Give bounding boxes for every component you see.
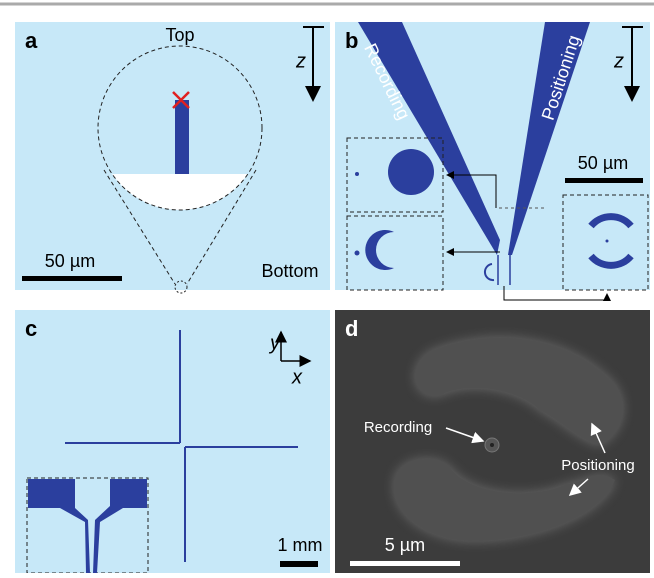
axis-label: z [295, 50, 306, 72]
panel-label: b [345, 28, 358, 53]
top-label: Top [165, 25, 194, 45]
figure: a Top Bottom z 50 µm Recording Positioni… [0, 0, 654, 573]
scale-label: 50 µm [45, 251, 95, 271]
panel-d: d Recording Positioning 5 µm [335, 310, 650, 573]
axis-label: y [268, 332, 281, 354]
scale-label: 5 µm [385, 535, 425, 555]
page: a Top Bottom z 50 µm Recording Positioni… [0, 0, 654, 573]
bottom-label: Bottom [261, 261, 318, 281]
panel-label: a [25, 28, 38, 53]
panel-label: c [25, 316, 37, 341]
axis-label: x [291, 366, 303, 388]
panel-c: c y x 1 mm [15, 310, 330, 573]
recording-label: Recording [364, 419, 432, 436]
axis-label: z [613, 50, 624, 72]
panel-a: a Top Bottom z 50 µm [15, 22, 330, 293]
panel-b: Recording Positioning b z 50 µm [335, 22, 650, 300]
panel-label: d [345, 316, 358, 341]
scale-label: 1 mm [278, 535, 323, 555]
positioning-label: Positioning [561, 457, 634, 474]
scale-label: 50 µm [578, 153, 628, 173]
